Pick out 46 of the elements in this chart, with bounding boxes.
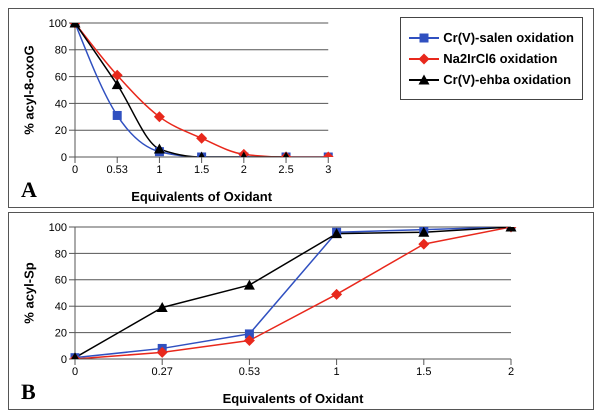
- x-axis-title: Equivalents of Oxidant: [222, 391, 364, 406]
- x-tick-label: 2.5: [278, 164, 294, 176]
- y-tick-label: 100: [48, 18, 67, 30]
- y-tick-label: 40: [54, 301, 67, 314]
- point: [331, 288, 342, 300]
- y-axis-title: % acyl-Sp: [22, 262, 37, 324]
- x-tick-label: 1: [156, 164, 162, 176]
- point: [112, 110, 122, 120]
- point: [156, 346, 168, 358]
- y-tick-label: 100: [48, 222, 67, 234]
- x-tick-label: 0: [72, 366, 78, 378]
- point: [244, 335, 255, 346]
- y-tick-label: 80: [54, 44, 67, 57]
- x-tick-label: 2: [240, 164, 247, 176]
- point: [156, 302, 168, 312]
- x-tick-label: 0.53: [106, 164, 128, 176]
- y-tick-label: 0: [60, 152, 67, 164]
- x-tick-label: 1.5: [194, 164, 210, 176]
- y-axis-title: % acyl-8-oxoG: [22, 45, 37, 135]
- point: [112, 70, 123, 81]
- x-axis-title: Equivalents of Oxidant: [131, 189, 273, 204]
- x-tick-label: 1.5: [416, 366, 432, 378]
- x-tick-label: 0.53: [238, 366, 260, 378]
- point: [418, 238, 430, 250]
- y-tick-label: 60: [54, 72, 67, 84]
- legend-label: Cr(V)-ehba oxidation: [443, 72, 572, 87]
- y-tick-label: 40: [54, 98, 67, 110]
- y-tick-label: 60: [54, 274, 67, 287]
- legend-label: Na2IrCl6 oxidation: [443, 51, 558, 66]
- point: [154, 143, 165, 154]
- x-tick-label: 1: [334, 366, 340, 378]
- x-tick-label: 0.27: [151, 366, 173, 378]
- legend-label: Cr(V)-salen oxidation: [443, 30, 574, 45]
- point: [112, 79, 123, 90]
- text: A: [21, 177, 37, 203]
- point: [154, 111, 165, 122]
- x-tick-label: 3: [325, 164, 332, 176]
- x-tick-label: 2: [508, 366, 514, 378]
- x-tick-label: 0: [72, 164, 78, 176]
- y-tick-label: 80: [54, 248, 67, 260]
- text: B: [21, 379, 36, 405]
- point: [244, 280, 255, 290]
- y-tick-label: 0: [60, 354, 67, 366]
- y-tick-label: 20: [54, 328, 67, 340]
- y-tick-label: 20: [54, 125, 67, 138]
- point: [418, 227, 430, 237]
